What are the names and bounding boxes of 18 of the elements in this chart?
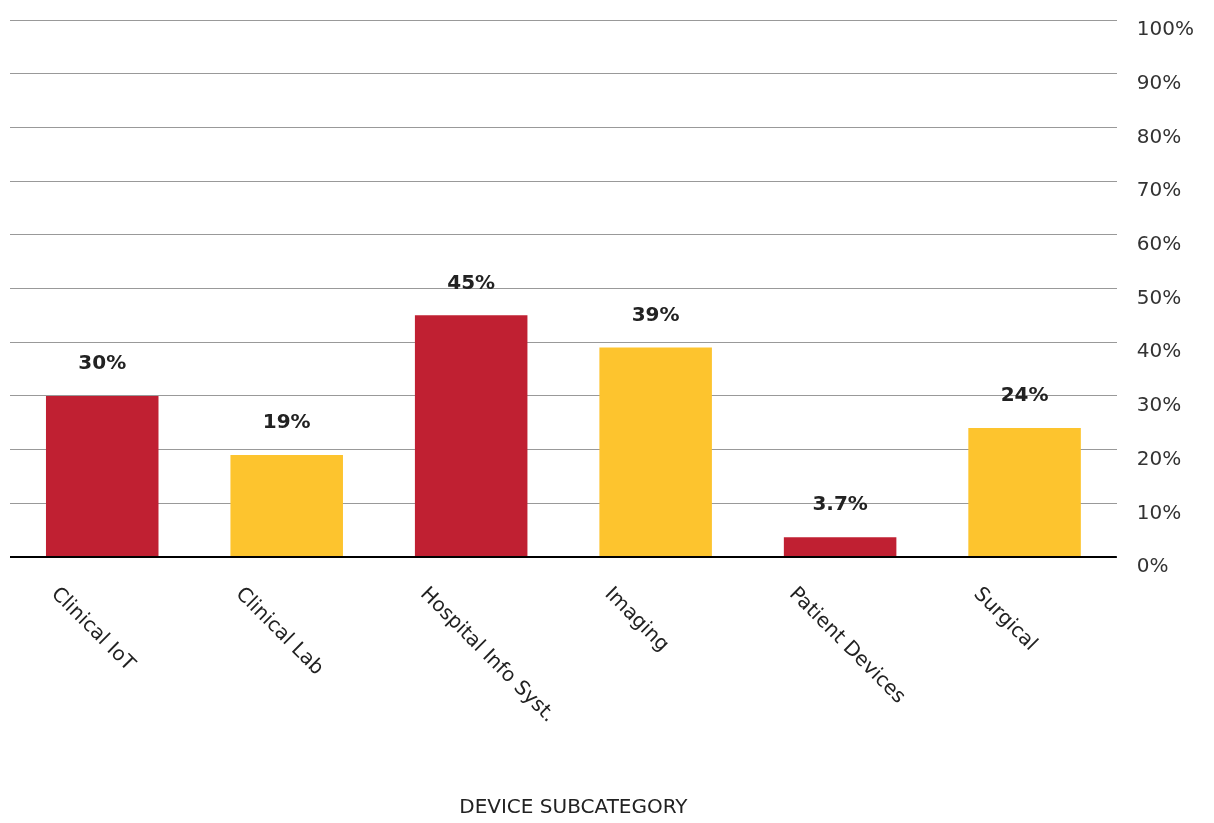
y-tick-label: 20% xyxy=(1136,445,1182,470)
y-tick-label: 50% xyxy=(1136,284,1182,309)
data-label: 30% xyxy=(78,350,127,375)
y-tick-label: 60% xyxy=(1136,231,1182,255)
y-tick-label: 100% xyxy=(1136,16,1195,41)
y-tick-label: 40% xyxy=(1136,338,1182,363)
data-label: 19% xyxy=(262,409,311,434)
y-tick-label: 0% xyxy=(1136,553,1169,578)
y-tick-label: 10% xyxy=(1136,499,1182,524)
y-tick-label: 80% xyxy=(1136,123,1182,148)
data-label: 45% xyxy=(447,269,496,294)
data-label: 24% xyxy=(1000,382,1049,407)
y-tick-label: 70% xyxy=(1136,177,1182,202)
x-axis-title: DEVICE SUBCATEGORY xyxy=(459,794,689,819)
y-tick-label: 30% xyxy=(1136,392,1182,417)
data-label: 3.7% xyxy=(812,491,868,516)
data-label: 39% xyxy=(631,301,680,326)
y-tick-label: 90% xyxy=(1136,69,1182,94)
